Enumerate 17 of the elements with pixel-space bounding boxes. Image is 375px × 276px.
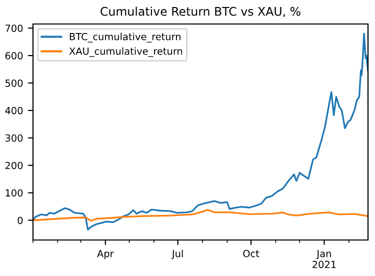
line-series [33, 208, 368, 222]
chart-title: Cumulative Return BTC vs XAU, % [100, 6, 300, 18]
y-tick-label: 300 [5, 134, 23, 142]
x-tick-label: Jul [171, 250, 183, 260]
y-tick-label: 0 [18, 216, 23, 224]
y-tick-label: 400 [5, 106, 23, 114]
x-tick-label: Apr [97, 250, 114, 260]
legend-label: XAU_cumulative_return [69, 47, 182, 57]
y-tick-label: 200 [5, 162, 23, 170]
legend-label: BTC_cumulative_return [70, 32, 180, 42]
y-tick-label: 100 [6, 189, 23, 197]
line-series [33, 32, 368, 230]
y-tick-label: 500 [5, 79, 23, 87]
x-tick-label: Jan 2021 [312, 250, 336, 268]
x-tick-label: Oct [243, 250, 260, 258]
y-tick-label: 600 [5, 52, 23, 60]
y-tick-label: 700 [6, 24, 23, 32]
